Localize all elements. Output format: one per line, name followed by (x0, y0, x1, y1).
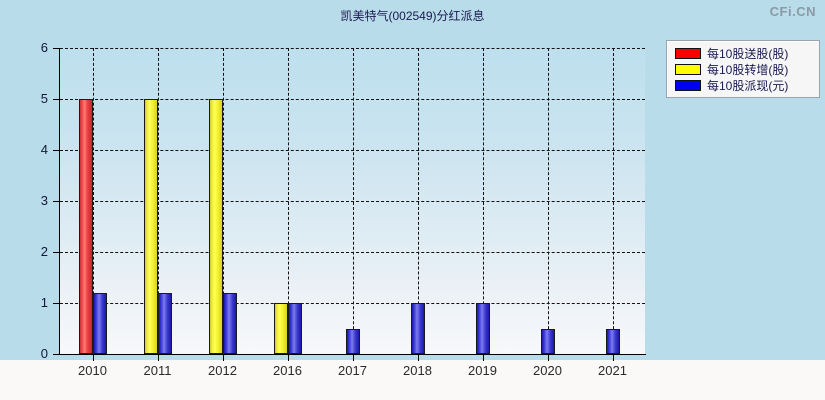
x-gridline (222, 48, 224, 354)
x-tick-label: 2021 (598, 363, 627, 378)
y-tick-mark (53, 150, 60, 151)
x-tick-mark (222, 355, 224, 361)
x-gridline (417, 48, 419, 354)
legend-item-label: 每10股派现(元) (707, 78, 789, 93)
y-tick-label: 3 (40, 193, 48, 208)
x-tick-label: 2020 (533, 363, 562, 378)
x-axis-line (59, 354, 646, 355)
chart-legend: 每10股送股(股) 每10股转增(股) 每10股派现(元) (666, 40, 820, 98)
x-tick-mark (352, 355, 354, 361)
legend-color-swatch (675, 47, 701, 59)
x-tick-mark (482, 355, 484, 361)
x-gridline (482, 48, 484, 354)
plot-area (60, 48, 645, 354)
bar (92, 292, 107, 354)
bar (222, 292, 237, 354)
x-tick-label: 2016 (273, 363, 302, 378)
legend-color-swatch (675, 63, 701, 75)
x-tick-label: 2019 (468, 363, 497, 378)
y-tick-mark (53, 354, 60, 355)
x-tick-mark (547, 355, 549, 361)
y-tick-label: 0 (40, 346, 48, 361)
bar (605, 328, 620, 354)
legend-item-label: 每10股转增(股) (707, 62, 789, 77)
x-tick-mark (287, 355, 289, 361)
chart-title: 凯美特气(002549)分红派息 (340, 9, 485, 23)
x-gridline (547, 48, 549, 354)
x-gridline (92, 48, 94, 354)
y-tick-mark (53, 303, 60, 304)
x-tick-label: 2017 (338, 363, 367, 378)
y-tick-label: 2 (40, 244, 48, 259)
legend-color-swatch (675, 79, 701, 91)
bar (287, 303, 302, 354)
x-tick-mark (92, 355, 94, 361)
legend-item-label: 每10股送股(股) (707, 46, 789, 61)
y-tick-label: 6 (40, 40, 48, 55)
x-tick-mark (612, 355, 614, 361)
watermark-label: CFi.CN (769, 4, 816, 19)
legend-item[interactable]: 每10股送股(股) (667, 45, 819, 61)
x-gridline (157, 48, 159, 354)
x-tick-mark (157, 355, 159, 361)
y-tick-mark (53, 99, 60, 100)
bar (208, 99, 223, 354)
y-tick-mark (53, 201, 60, 202)
x-tick-label: 2011 (143, 363, 172, 378)
x-gridline (287, 48, 289, 354)
bar (143, 99, 158, 354)
x-tick-label: 2012 (208, 363, 237, 378)
legend-item[interactable]: 每10股派现(元) (667, 77, 819, 93)
bar (78, 99, 93, 354)
y-tick-mark (53, 252, 60, 253)
y-tick-label: 4 (40, 142, 48, 157)
bar (475, 303, 490, 354)
x-tick-mark (417, 355, 419, 361)
bar (345, 328, 360, 354)
bar (540, 328, 555, 354)
x-tick-label: 2018 (403, 363, 432, 378)
bottom-band (0, 360, 825, 400)
x-gridline (352, 48, 354, 354)
x-tick-label: 2010 (78, 363, 107, 378)
bar (273, 303, 288, 354)
x-gridline (612, 48, 614, 354)
legend-item[interactable]: 每10股转增(股) (667, 61, 819, 77)
y-tick-label: 5 (40, 91, 48, 106)
bar (410, 303, 425, 354)
y-tick-mark (53, 48, 60, 49)
y-tick-label: 1 (40, 295, 48, 310)
bar (157, 292, 172, 354)
